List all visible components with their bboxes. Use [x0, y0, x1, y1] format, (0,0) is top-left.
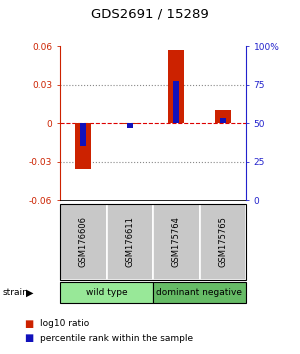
- Bar: [220, 118, 226, 123]
- Text: GSM176606: GSM176606: [79, 216, 88, 267]
- Bar: [122, 123, 138, 124]
- Bar: [173, 81, 179, 123]
- Bar: [168, 50, 184, 123]
- Bar: [80, 123, 86, 146]
- Text: wild type: wild type: [86, 288, 127, 297]
- Text: strain: strain: [3, 288, 29, 297]
- Text: GSM175765: GSM175765: [218, 216, 227, 267]
- Text: ▶: ▶: [26, 287, 33, 297]
- Text: dominant negative: dominant negative: [157, 288, 242, 297]
- Bar: [214, 110, 231, 123]
- Bar: [75, 123, 92, 169]
- Text: ■: ■: [24, 333, 33, 343]
- Text: log10 ratio: log10 ratio: [40, 319, 90, 329]
- Text: GDS2691 / 15289: GDS2691 / 15289: [91, 8, 209, 21]
- Text: GSM176611: GSM176611: [125, 216, 134, 267]
- Text: GSM175764: GSM175764: [172, 216, 181, 267]
- Bar: [127, 123, 133, 128]
- Text: ■: ■: [24, 319, 33, 329]
- Text: percentile rank within the sample: percentile rank within the sample: [40, 333, 194, 343]
